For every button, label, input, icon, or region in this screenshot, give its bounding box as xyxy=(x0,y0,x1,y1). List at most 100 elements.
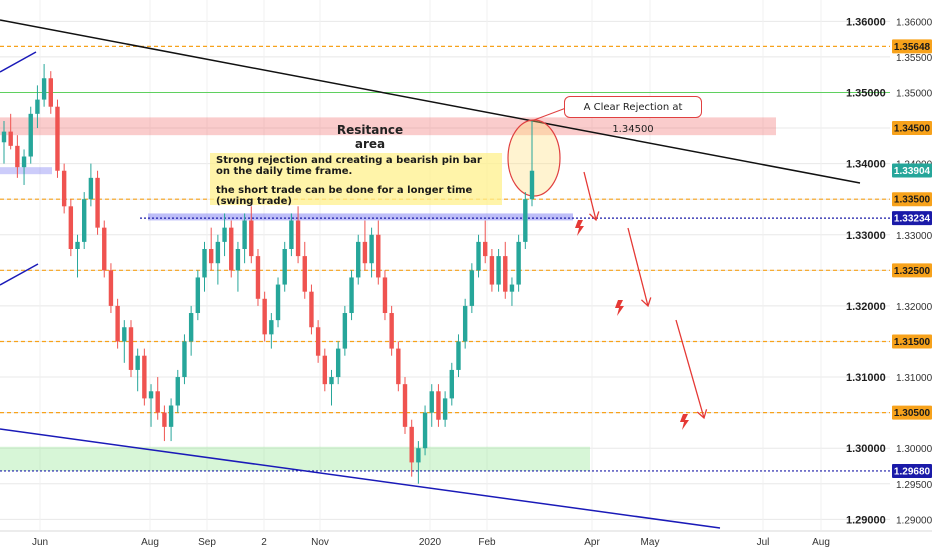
price-tag xyxy=(892,211,932,226)
candle-body xyxy=(335,348,341,378)
candle-body xyxy=(342,313,348,349)
candle-body xyxy=(449,369,454,399)
candle-body xyxy=(309,291,314,328)
y-tick-label: 1.29000 xyxy=(896,515,932,526)
candle-body xyxy=(168,405,174,427)
price-tag xyxy=(892,163,932,178)
x-tick-label: Feb xyxy=(478,537,496,548)
candle-body xyxy=(208,248,214,264)
candle-body xyxy=(295,220,301,257)
price-tag xyxy=(892,405,932,420)
candle-body xyxy=(122,327,127,342)
candle-body xyxy=(429,391,434,413)
candle-body xyxy=(242,220,247,249)
candle-body xyxy=(75,241,80,249)
candle-body xyxy=(255,256,261,299)
y-tick-label: 1.32000 xyxy=(896,302,932,313)
y-tick-label: 1.36000 xyxy=(896,17,932,28)
y-tick-label: 1.33000 xyxy=(896,231,932,242)
y-tick-label: 1.35000 xyxy=(846,87,886,99)
candle-body xyxy=(382,277,388,314)
candle-body xyxy=(21,156,27,168)
descending-trendline xyxy=(0,19,861,184)
lightning-icon xyxy=(575,220,584,236)
candle-body xyxy=(496,256,501,285)
candle-body xyxy=(68,206,74,249)
candle-body xyxy=(115,305,120,342)
x-tick-label: Jul xyxy=(757,537,770,548)
candle-body xyxy=(41,78,47,100)
candle-body xyxy=(48,78,53,107)
candle-body xyxy=(249,220,254,257)
candlesticks xyxy=(1,64,535,484)
x-tick-label: May xyxy=(641,537,660,548)
x-tick-label: Nov xyxy=(311,537,329,548)
candle-body xyxy=(349,277,354,314)
candle-body xyxy=(155,391,160,413)
candle-body xyxy=(503,256,508,292)
price-tag-label: 1.33500 xyxy=(894,195,931,206)
trend-lines xyxy=(0,19,861,529)
price-tag-label: 1.34500 xyxy=(894,124,931,135)
candle-body xyxy=(402,384,408,427)
candle-body xyxy=(55,106,60,171)
price-tag xyxy=(892,263,932,278)
candle-body xyxy=(422,412,428,449)
projection-arrow-2-head xyxy=(640,297,652,308)
y-tick-label: 1.29000 xyxy=(846,514,886,526)
callout-connector xyxy=(533,107,567,121)
candle-body xyxy=(436,391,441,420)
blue-range-zone xyxy=(148,213,573,221)
candle-body xyxy=(82,199,87,242)
candle-body xyxy=(128,327,134,370)
y-tick-label: 1.33000 xyxy=(846,230,886,242)
lightning-icon xyxy=(615,300,624,316)
price-tag xyxy=(892,121,932,136)
price-tag xyxy=(892,39,932,54)
projection-arrow-3-head xyxy=(696,409,708,420)
x-tick-label: Apr xyxy=(584,537,600,548)
price-tag-label: 1.35648 xyxy=(894,42,931,53)
candle-body xyxy=(389,313,394,349)
lightning-icon xyxy=(680,414,689,430)
candle-body xyxy=(275,284,281,321)
lower-channel-line xyxy=(0,428,721,529)
upper-channel-line xyxy=(0,51,37,73)
x-tick-label: Aug xyxy=(812,537,830,548)
candle-body xyxy=(8,131,13,146)
candle-body xyxy=(302,256,307,292)
y-tick-label: 1.31000 xyxy=(846,372,886,384)
y-tick-label: 1.34000 xyxy=(846,159,886,171)
candle-body xyxy=(108,270,114,306)
mid-channel-line xyxy=(0,263,39,286)
price-tag xyxy=(892,463,932,478)
projection-arrows xyxy=(575,171,708,430)
price-tag xyxy=(892,334,932,349)
analysis-note: Strong rejection and creating a bearish … xyxy=(210,153,502,207)
candle-body xyxy=(175,377,180,406)
y-tick-label: 1.30000 xyxy=(846,443,886,455)
blue-range-zone-left xyxy=(0,167,52,175)
candle-body xyxy=(162,412,167,427)
candle-body xyxy=(516,241,521,285)
projection-arrow-2 xyxy=(627,227,649,307)
price-tag xyxy=(892,192,932,207)
candle-body xyxy=(396,348,401,385)
candle-body xyxy=(235,248,241,271)
price-tag-label: 1.32500 xyxy=(894,266,931,277)
candle-body xyxy=(95,177,100,228)
candle-body xyxy=(262,298,267,335)
candle-body xyxy=(61,170,67,207)
y-tick-label: 1.30000 xyxy=(896,444,932,455)
rejection-callout: A Clear Rejection at 1.34500 xyxy=(564,96,702,135)
candle-body xyxy=(148,391,154,399)
candle-body xyxy=(15,145,20,168)
price-tag-label: 1.31500 xyxy=(894,337,931,348)
candle-body xyxy=(416,448,421,463)
candle-body xyxy=(88,177,94,200)
price-tag-label: 1.33904 xyxy=(894,166,931,177)
candle-body xyxy=(142,355,147,399)
y-tick-label: 1.35500 xyxy=(896,53,932,64)
